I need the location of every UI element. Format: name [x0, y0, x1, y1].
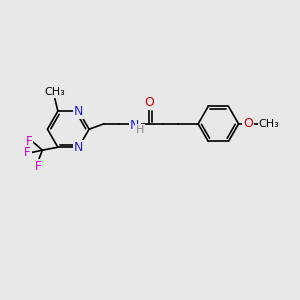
- Text: CH₃: CH₃: [44, 87, 65, 97]
- Text: N: N: [74, 105, 83, 118]
- Text: O: O: [144, 96, 154, 109]
- Text: CH₃: CH₃: [259, 119, 279, 129]
- Text: H: H: [136, 125, 144, 135]
- Text: F: F: [26, 135, 32, 148]
- Text: F: F: [35, 160, 42, 173]
- Text: N: N: [130, 118, 140, 131]
- Text: N: N: [74, 141, 83, 154]
- Text: F: F: [24, 146, 31, 159]
- Text: O: O: [243, 117, 253, 130]
